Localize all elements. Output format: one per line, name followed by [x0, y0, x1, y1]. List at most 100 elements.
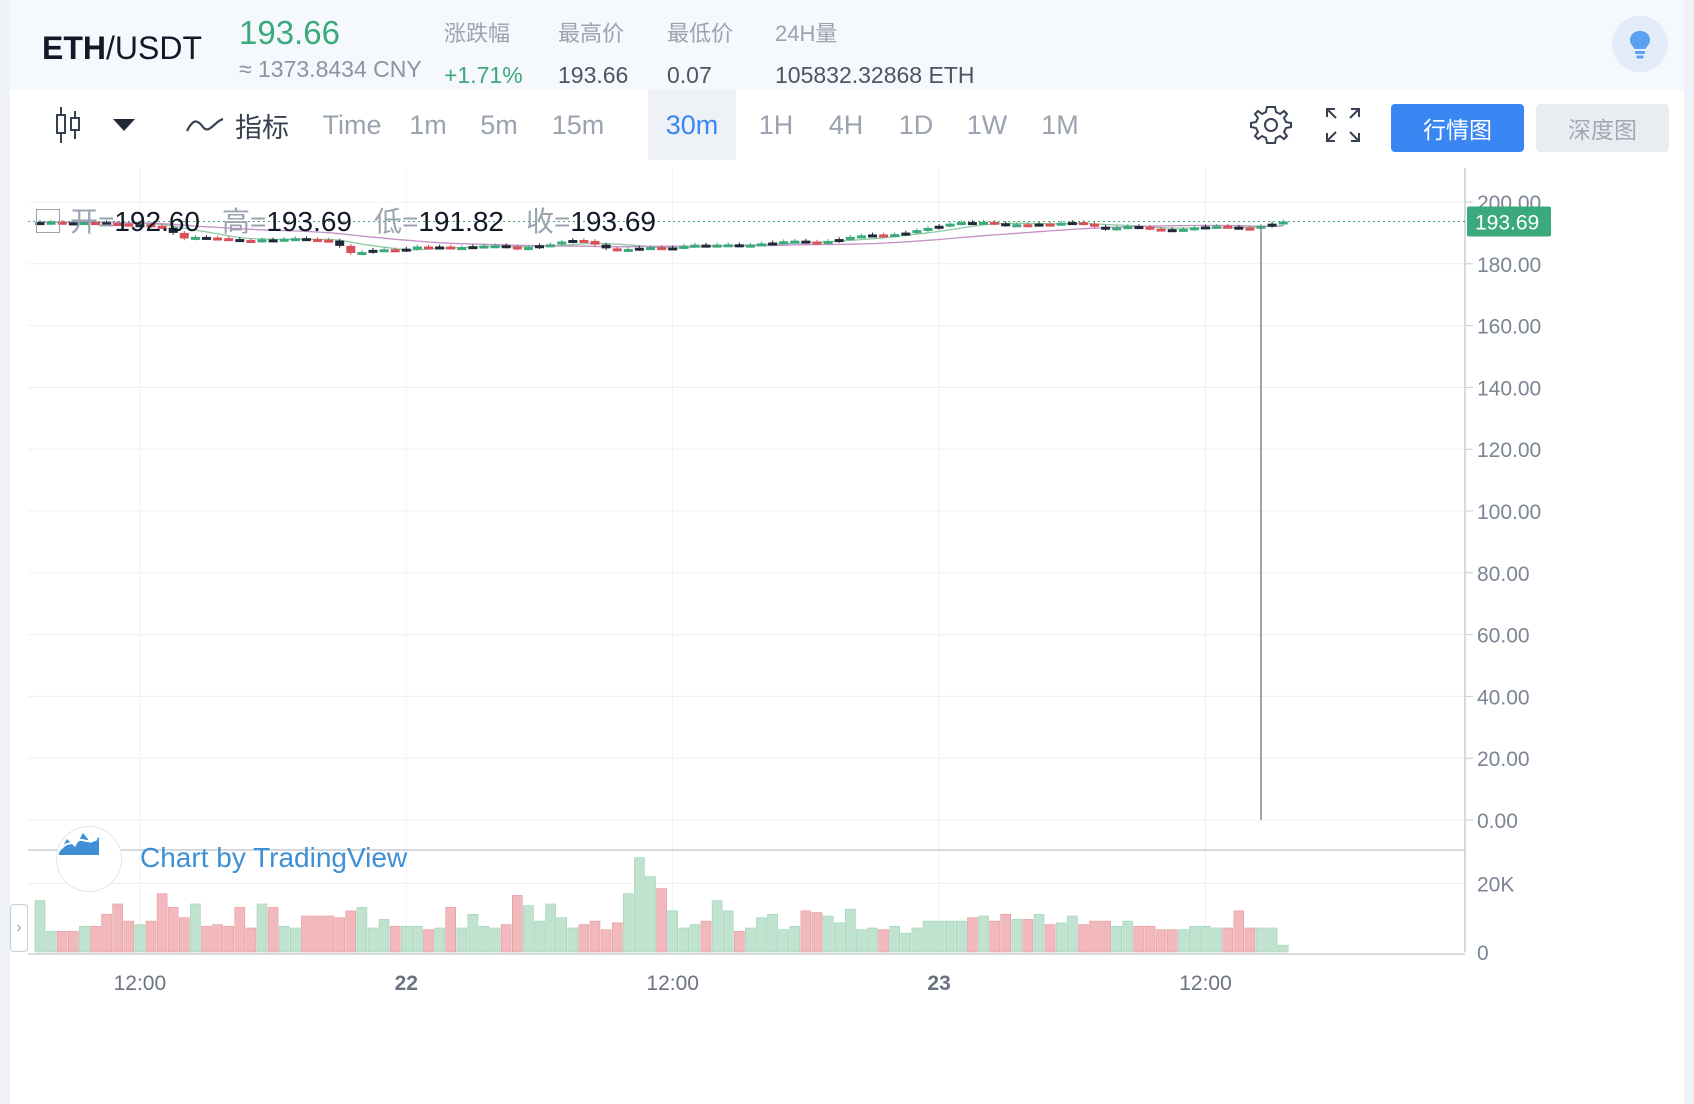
volume-bar — [645, 876, 656, 953]
volume-bar — [722, 910, 734, 953]
candle-body — [113, 223, 123, 227]
candle-body — [979, 221, 988, 225]
timeframe-30m[interactable]: 30m — [648, 90, 736, 160]
lightbulb-icon[interactable] — [1612, 16, 1668, 72]
last-price: 193.66 — [239, 14, 340, 51]
volume-bar — [478, 925, 490, 953]
volume-bar — [1122, 920, 1134, 953]
volume-bar — [389, 925, 401, 953]
candle-body — [468, 246, 478, 250]
volume-bar — [667, 910, 679, 953]
candle-body — [668, 247, 678, 251]
candle-body — [379, 249, 389, 253]
candlestick-icon[interactable] — [48, 90, 88, 160]
candle-body — [435, 246, 445, 250]
volume-bar — [289, 927, 301, 953]
indicators-button[interactable]: 指标 — [172, 90, 302, 160]
volume-bar — [367, 927, 379, 953]
indicators-label: 指标 — [235, 112, 289, 143]
kline-chart-svg[interactable]: 200.00180.00160.00140.00120.00100.0080.0… — [10, 160, 1684, 1104]
candle-body — [1145, 226, 1155, 230]
volume-bar — [944, 920, 956, 953]
collapse-handle[interactable]: › — [10, 904, 28, 952]
market-chart-button[interactable]: 行情图 — [1391, 104, 1524, 152]
fullscreen-icon[interactable] — [1318, 90, 1368, 160]
kline-chart[interactable]: 200.00 180.00 160.00 140.00 120.00 100.00 80.0… — [10, 160, 1684, 1104]
candle-body — [745, 244, 755, 248]
timeframe-1w[interactable]: 1W — [966, 109, 1008, 140]
candle-body — [823, 240, 833, 244]
volume-bar — [678, 927, 690, 953]
volume-bar — [356, 907, 368, 953]
candle-body — [268, 239, 278, 243]
candle-body — [190, 236, 200, 240]
volume-bar — [412, 925, 423, 953]
last-price-label: 193.69 — [1475, 211, 1539, 234]
candle-body — [235, 239, 245, 243]
volume-bar — [301, 915, 312, 953]
close-key: 收= — [526, 206, 571, 237]
stat-value: +1.71% — [444, 62, 523, 88]
candle-body — [146, 224, 156, 228]
ticker-header: ETH/USDT 193.66 ≈ 1373.8434 CNY 涨跌幅 +1.7… — [10, 0, 1684, 90]
volume-bar — [278, 925, 290, 953]
volume-bar — [423, 929, 434, 953]
gear-icon[interactable] — [1246, 90, 1296, 160]
volume-bar — [778, 929, 790, 953]
depth-chart-button[interactable]: 深度图 — [1536, 104, 1669, 152]
volume-bar — [1200, 925, 1211, 953]
candle-body — [967, 222, 977, 226]
volume-bar — [312, 915, 323, 953]
y-axis-label: 40.00 — [1477, 686, 1530, 709]
timeframe-1mo[interactable]: 1M — [1041, 109, 1079, 140]
stat-label: 24H量 — [775, 21, 838, 46]
expand-legend-icon[interactable] — [36, 209, 60, 233]
candle-body — [934, 225, 944, 229]
timeframe-15m[interactable]: 15m — [551, 109, 605, 140]
timeframe-4h[interactable]: 4H — [828, 109, 864, 140]
candle-body — [768, 242, 778, 246]
candle-body — [424, 246, 433, 250]
timeframe-1m[interactable]: 1m — [409, 109, 447, 140]
volume-bar — [234, 907, 246, 953]
volume-bar — [56, 931, 68, 953]
chevron-down-icon[interactable] — [106, 90, 142, 160]
volume-bar — [745, 927, 756, 953]
volume-bar — [1155, 929, 1167, 953]
candle-body — [601, 244, 611, 249]
candle-body — [457, 247, 467, 251]
volume-bar — [1178, 929, 1189, 953]
volume-bar — [1266, 927, 1278, 953]
indicator-wave-icon — [186, 117, 224, 132]
candle-body — [779, 241, 789, 245]
candle-body — [412, 246, 422, 250]
y-axis-label: 120.00 — [1477, 439, 1541, 462]
candle-body — [257, 239, 267, 243]
volume-bar — [889, 925, 901, 953]
candle-body — [1189, 227, 1199, 231]
timeframe-1d[interactable]: 1D — [898, 109, 934, 140]
timeframe-1h[interactable]: 1H — [758, 109, 794, 140]
pair-base: ETH — [42, 30, 106, 66]
volume-bar — [1044, 924, 1056, 953]
timeframe-5m[interactable]: 5m — [480, 109, 518, 140]
stat-value: 105832.32868 ETH — [775, 62, 975, 88]
candle-body — [324, 239, 334, 243]
tradingview-logo[interactable] — [56, 826, 122, 892]
volume-bar — [179, 917, 190, 953]
candle-body — [290, 238, 300, 242]
candle-body — [546, 244, 556, 248]
candle-body — [845, 236, 855, 240]
volume-bar — [523, 905, 534, 953]
candle-body — [890, 234, 900, 238]
candle-body — [368, 249, 378, 253]
tradingview-watermark[interactable]: Chart by TradingView — [140, 842, 408, 873]
candle-body — [213, 237, 223, 241]
pair-quote: /USDT — [106, 30, 202, 66]
candle-body — [46, 221, 56, 225]
candle-body — [1112, 227, 1122, 231]
candle-body — [812, 241, 822, 245]
candle-body — [646, 247, 655, 251]
volume-bar — [1133, 925, 1145, 953]
timeframe-time[interactable]: Time — [322, 109, 382, 140]
